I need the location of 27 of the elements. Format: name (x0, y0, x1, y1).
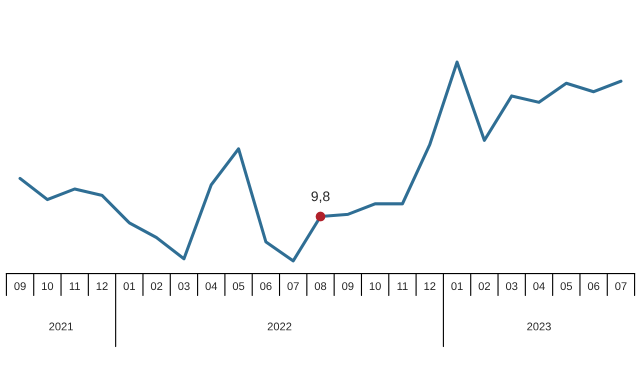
x-tick-label: 01 (124, 282, 135, 290)
x-tick-label: 09 (14, 282, 26, 290)
x-tick-label: 02 (478, 282, 490, 290)
x-tick-label: 07 (287, 282, 299, 290)
x-tick-label: 05 (232, 282, 244, 290)
x-tick-label: 03 (506, 282, 518, 290)
x-tick-label: 12 (96, 282, 108, 290)
x-tick-label: 04 (206, 282, 218, 290)
x-tick-label: 05 (560, 282, 572, 290)
x-tick-label: 06 (260, 282, 272, 290)
x-tick-label: 10 (370, 282, 381, 290)
x-tick-label: 07 (615, 282, 627, 290)
text: 2023 (527, 322, 551, 330)
x-tick-label: 10 (42, 282, 54, 290)
x-tick-label: 11 (398, 282, 408, 290)
x-tick-label: 11 (70, 282, 80, 290)
x-tick-label: 03 (178, 282, 190, 290)
text: 2022 (268, 322, 292, 330)
x-tick-label: 01 (451, 282, 463, 290)
annotation: 9,8 (312, 191, 330, 203)
x-tick-label: 12 (424, 282, 436, 290)
x-tick-label: 08 (314, 282, 326, 290)
text: 2021 (49, 322, 73, 330)
x-tick-label: 09 (342, 282, 354, 290)
x-tick-label: 02 (150, 282, 162, 290)
x-tick-label: 04 (533, 282, 545, 290)
x-tick-label: 06 (588, 282, 600, 290)
